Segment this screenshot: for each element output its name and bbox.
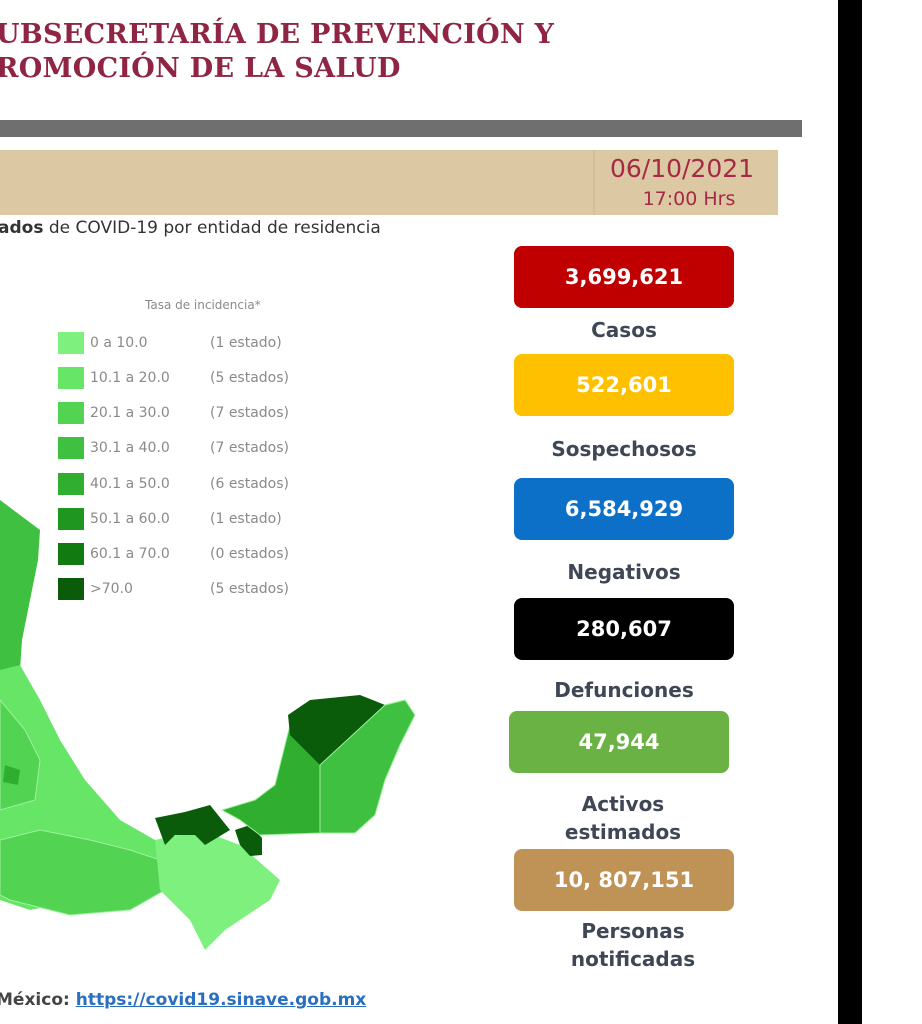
subtitle-text: de COVID-19 por entidad de residencia bbox=[43, 218, 381, 238]
legend-range: >70.0 bbox=[90, 581, 133, 597]
map-region-tabasco bbox=[155, 805, 230, 845]
legend-title: Tasa de incidencia* bbox=[145, 298, 261, 312]
legend-item: 0 a 10.0 (1 estado) bbox=[58, 332, 282, 354]
stat-casos-label: Casos bbox=[591, 318, 657, 342]
legend-item: 20.1 a 30.0 (7 estados) bbox=[58, 402, 289, 424]
black-border-strip bbox=[838, 0, 862, 1024]
map-region-campeche-west bbox=[235, 825, 262, 856]
stat-personas-label-line1: Personas bbox=[581, 919, 685, 943]
stat-sospechosos-label: Sospechosos bbox=[551, 437, 697, 461]
title-line-1: UBSECRETARÍA DE PREVENCIÓN Y bbox=[0, 19, 555, 50]
legend-range: 50.1 a 60.0 bbox=[90, 511, 170, 527]
map-region-small-dark bbox=[3, 765, 20, 785]
legend-item: 40.1 a 50.0 (6 estados) bbox=[58, 473, 289, 495]
legend-swatch bbox=[58, 508, 84, 530]
legend-count: (1 estado) bbox=[210, 511, 282, 527]
map-region-quintana-roo bbox=[319, 699, 416, 834]
stat-activos-value: 47,944 bbox=[509, 711, 729, 773]
stat-activos-label: Activos estimados bbox=[503, 790, 743, 846]
legend-count: (5 estados) bbox=[210, 581, 290, 597]
legend-count: (0 estados) bbox=[210, 546, 290, 562]
date-banner-divider bbox=[593, 150, 595, 215]
legend-count: (7 estados) bbox=[210, 405, 290, 421]
footer-prefix: México: bbox=[0, 990, 76, 1010]
legend-range: 60.1 a 70.0 bbox=[90, 546, 170, 562]
agency-title: UBSECRETARÍA DE PREVENCIÓN Y ROMOCIÓN DE… bbox=[0, 18, 554, 86]
legend-item: 60.1 a 70.0 (0 estados) bbox=[58, 543, 289, 565]
stat-negativos-value: 6,584,929 bbox=[514, 478, 734, 540]
stat-negativos-label: Negativos bbox=[567, 560, 681, 584]
map-region-yucatan bbox=[288, 695, 385, 765]
report-time: 17:00 Hrs bbox=[642, 188, 736, 210]
legend-swatch bbox=[58, 437, 84, 459]
title-line-2: ROMOCIÓN DE LA SALUD bbox=[0, 53, 401, 84]
legend-swatch bbox=[58, 578, 84, 600]
legend-range: 40.1 a 50.0 bbox=[90, 476, 170, 492]
source-footer: México: https://covid19.sinave.gob.mx bbox=[0, 990, 366, 1010]
legend-range: 30.1 a 40.0 bbox=[90, 440, 170, 456]
legend-item: 30.1 a 40.0 (7 estados) bbox=[58, 437, 289, 459]
legend-swatch bbox=[58, 367, 84, 389]
map-region-gulf-coast bbox=[0, 500, 40, 670]
map-subtitle: ados de COVID-19 por entidad de residenc… bbox=[0, 218, 381, 238]
legend-swatch bbox=[58, 402, 84, 424]
stat-defunciones-label: Defunciones bbox=[554, 678, 694, 702]
stat-personas-label-line2: notificadas bbox=[570, 947, 696, 971]
stat-activos-label-line1: Activos bbox=[581, 792, 665, 816]
map-region-chiapas bbox=[155, 830, 280, 950]
stat-personas-value: 10, 807,151 bbox=[514, 849, 734, 911]
source-link[interactable]: https://covid19.sinave.gob.mx bbox=[75, 990, 367, 1010]
legend-swatch bbox=[58, 332, 84, 354]
stat-sospechosos-value: 522,601 bbox=[514, 354, 734, 416]
legend-count: (5 estados) bbox=[210, 370, 290, 386]
stat-casos-value: 3,699,621 bbox=[514, 246, 734, 308]
legend-count: (6 estados) bbox=[210, 476, 290, 492]
legend-item: 10.1 a 20.0 (5 estados) bbox=[58, 367, 289, 389]
report-date: 06/10/2021 bbox=[609, 154, 755, 183]
header-divider-bar bbox=[0, 120, 802, 137]
incidence-map bbox=[0, 500, 416, 950]
legend-swatch bbox=[58, 543, 84, 565]
legend-range: 10.1 a 20.0 bbox=[90, 370, 170, 386]
date-banner bbox=[0, 150, 778, 215]
legend-item: >70.0 (5 estados) bbox=[58, 578, 289, 600]
stat-activos-label-line2: estimados bbox=[564, 820, 682, 844]
stat-defunciones-value: 280,607 bbox=[514, 598, 734, 660]
legend-range: 20.1 a 30.0 bbox=[90, 405, 170, 421]
legend-count: (1 estado) bbox=[210, 335, 282, 351]
legend-item: 50.1 a 60.0 (1 estado) bbox=[58, 508, 282, 530]
stat-personas-label: Personas notificadas bbox=[513, 917, 753, 973]
legend-count: (7 estados) bbox=[210, 440, 290, 456]
legend-range: 0 a 10.0 bbox=[90, 335, 148, 351]
legend-swatch bbox=[58, 473, 84, 495]
subtitle-bold: ados bbox=[0, 218, 44, 238]
